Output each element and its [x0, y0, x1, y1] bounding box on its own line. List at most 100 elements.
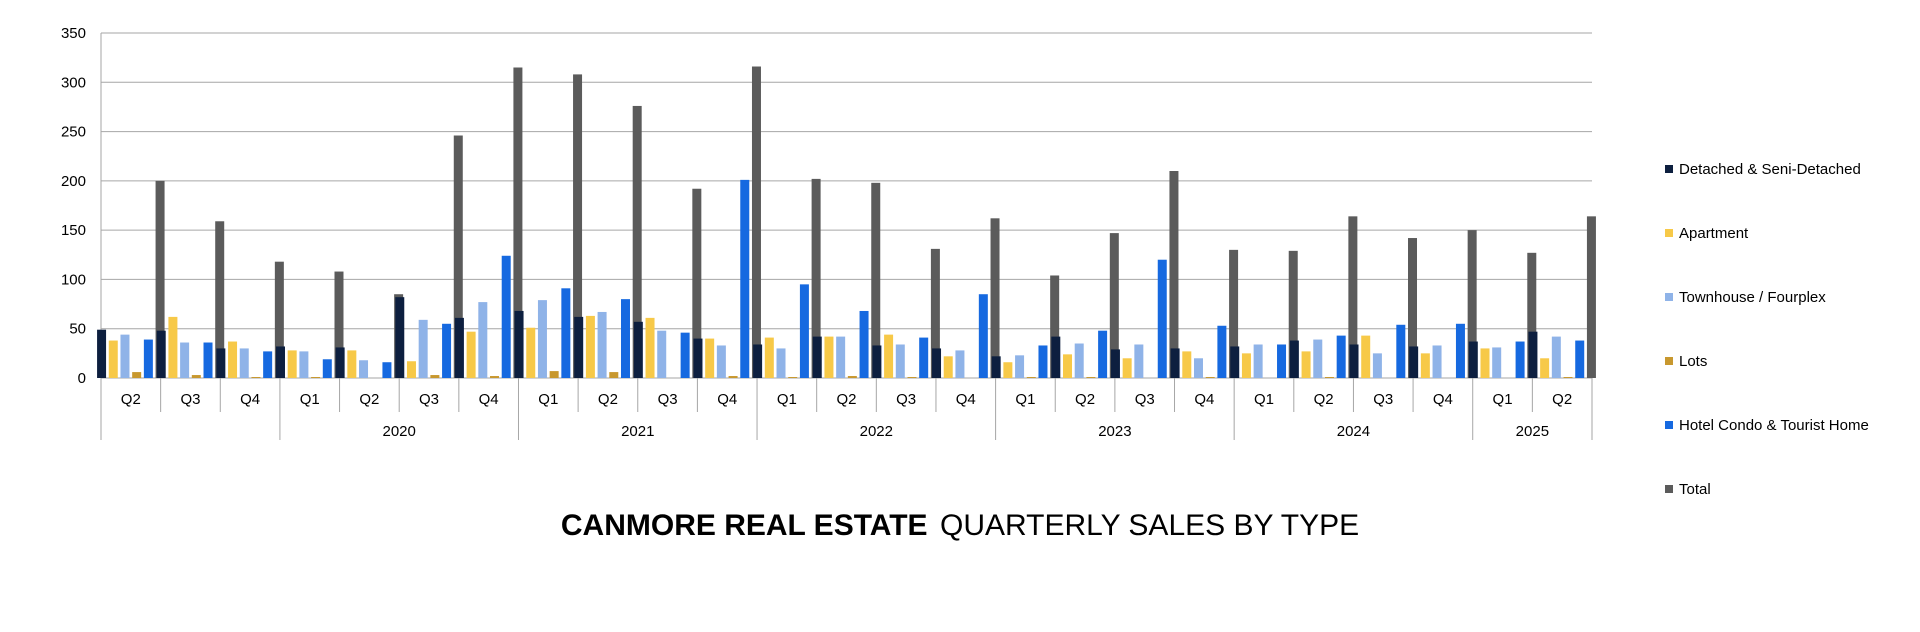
y-tick-label: 300	[61, 74, 86, 91]
bar-detached-seni-detached	[753, 344, 763, 378]
x-group-label: 2020	[383, 423, 416, 440]
bar-total	[1527, 252, 1537, 378]
x-category-label: Q4	[1194, 391, 1214, 408]
legend-swatch	[1665, 421, 1673, 429]
bar-detached-seni-detached	[812, 336, 822, 378]
bar-apartment	[824, 336, 834, 378]
bar-detached-seni-detached	[1110, 349, 1120, 378]
legend-label: Detached & Seni-Detached	[1679, 161, 1861, 178]
bar-hotel-condo-tourist-home	[978, 294, 988, 378]
bar-townhouse-fourplex	[1432, 345, 1442, 378]
bar-detached-seni-detached	[693, 338, 703, 378]
x-category-label: Q2	[1552, 391, 1572, 408]
x-category-label: Q2	[836, 391, 856, 408]
bar-apartment	[406, 361, 416, 378]
bar-townhouse-fourplex	[1074, 343, 1084, 378]
bar-total	[751, 66, 761, 378]
bar-apartment	[1182, 351, 1192, 378]
bar-hotel-condo-tourist-home	[1515, 341, 1525, 378]
bar-detached-seni-detached	[991, 356, 1001, 378]
x-category-label: Q3	[896, 391, 916, 408]
bar-total	[990, 218, 1000, 378]
bar-townhouse-fourplex	[537, 300, 547, 378]
x-category-label: Q4	[479, 391, 499, 408]
bar-lots	[191, 375, 201, 378]
bar-lots	[311, 377, 321, 378]
bar-hotel-condo-tourist-home	[501, 255, 511, 378]
chart-title: CANMORE REAL ESTATE QUARTERLY SALES BY T…	[561, 509, 1359, 542]
bar-apartment	[1480, 348, 1490, 378]
bar-total	[215, 221, 225, 378]
x-category-label: Q2	[359, 391, 379, 408]
bar-detached-seni-detached	[633, 321, 643, 378]
bar-detached-seni-detached	[1051, 336, 1061, 378]
bars	[97, 66, 1596, 379]
bar-apartment	[884, 334, 894, 378]
bar-hotel-condo-tourist-home	[740, 179, 750, 378]
bar-townhouse-fourplex	[1015, 355, 1025, 378]
y-tick-label: 150	[61, 222, 86, 239]
gridlines	[101, 32, 1592, 379]
bar-townhouse-fourplex	[239, 348, 249, 378]
x-category-label: Q1	[538, 391, 558, 408]
bar-total	[1467, 230, 1477, 378]
bar-lots	[490, 376, 500, 378]
bar-townhouse-fourplex	[180, 342, 190, 378]
bar-detached-seni-detached	[216, 348, 226, 378]
x-category-labels: Q2 Q3 Q4 Q1 Q2 Q3 Q4 Q1 Q2 Q3 Q4 Q1 Q2 Q3 Q4 Q1 Q2 Q3 Q4 Q1…	[121, 391, 1572, 440]
bar-townhouse-fourplex	[716, 345, 726, 378]
bar-apartment	[645, 317, 655, 378]
legend-swatch	[1665, 357, 1673, 365]
bar-townhouse-fourplex	[657, 330, 667, 378]
chart-title-bold: CANMORE REAL ESTATE	[561, 509, 928, 542]
bar-apartment	[1420, 353, 1430, 378]
axes	[100, 33, 1593, 440]
bar-hotel-condo-tourist-home	[203, 342, 213, 378]
bar-townhouse-fourplex	[1492, 347, 1502, 378]
bar-apartment	[108, 340, 118, 378]
bar-apartment	[1361, 335, 1371, 378]
bar-hotel-condo-tourist-home	[919, 337, 929, 378]
bar-lots	[430, 375, 440, 378]
chart-title-rest: QUARTERLY SALES BY TYPE	[940, 509, 1359, 542]
legend-label: Lots	[1679, 353, 1707, 370]
bar-detached-seni-detached	[454, 317, 464, 378]
bar-townhouse-fourplex	[1193, 358, 1203, 378]
bar-townhouse-fourplex	[1372, 353, 1382, 378]
bar-detached-seni-detached	[395, 297, 405, 378]
bar-lots	[549, 371, 559, 378]
bar-hotel-condo-tourist-home	[799, 284, 809, 378]
bar-hotel-condo-tourist-home	[1455, 323, 1465, 378]
y-tick-label: 350	[61, 25, 86, 42]
legend-swatch	[1665, 293, 1673, 301]
x-category-label: Q3	[180, 391, 200, 408]
bar-detached-seni-detached	[1468, 341, 1478, 378]
x-category-label: Q1	[1015, 391, 1035, 408]
x-group-label: 2021	[621, 423, 654, 440]
legend: Detached & Seni-Detached Apartment Townhou…	[1665, 161, 1869, 498]
bar-hotel-condo-tourist-home	[1336, 335, 1346, 378]
bar-detached-seni-detached	[1528, 331, 1538, 378]
bar-hotel-condo-tourist-home	[680, 332, 690, 378]
bar-total	[1408, 238, 1418, 378]
bar-apartment	[347, 350, 357, 378]
bar-total	[1169, 171, 1179, 378]
x-group-label: 2023	[1098, 423, 1131, 440]
bar-detached-seni-detached	[872, 345, 882, 378]
x-category-label: Q4	[717, 391, 737, 408]
bar-lots	[1324, 377, 1334, 378]
x-category-label: Q2	[1314, 391, 1334, 408]
bar-apartment	[526, 327, 536, 378]
bar-apartment	[1003, 362, 1013, 378]
bar-townhouse-fourplex	[597, 311, 607, 378]
bar-lots	[609, 372, 619, 378]
bar-lots	[1026, 377, 1036, 378]
x-category-label: Q1	[1254, 391, 1274, 408]
bar-townhouse-fourplex	[120, 334, 130, 378]
x-category-label: Q2	[598, 391, 618, 408]
y-tick-label: 200	[61, 173, 86, 190]
bar-apartment	[466, 331, 476, 378]
bar-hotel-condo-tourist-home	[561, 288, 571, 378]
bar-total	[155, 180, 165, 378]
